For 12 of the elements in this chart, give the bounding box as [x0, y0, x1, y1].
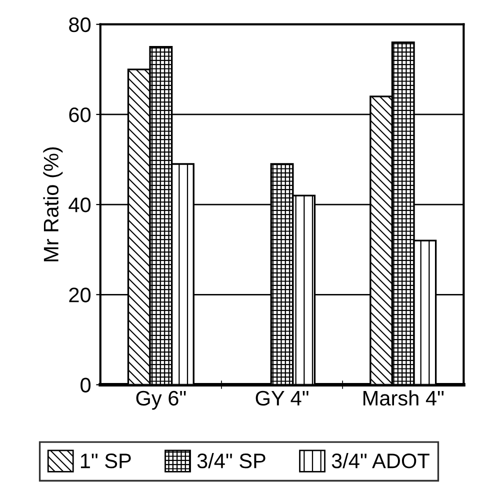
- legend-label: 3/4" ADOT: [332, 452, 430, 468]
- x-tick-label: Marsh 4": [364, 390, 444, 406]
- y-tick-label: 40: [68, 198, 91, 212]
- y-tick-label: 0: [80, 378, 91, 392]
- legend-label: 3/4" SP: [197, 452, 266, 468]
- x-tick-label: Gy 6": [136, 390, 186, 410]
- y-axis-title: Mr Ratio (%): [43, 147, 63, 262]
- x-tick-label: GY 4": [256, 390, 308, 406]
- y-tick-label: 80: [69, 17, 91, 32]
- y-tick-label: 20: [69, 288, 91, 302]
- y-tick-label: 60: [69, 107, 91, 122]
- legend-label: 1" SP: [80, 454, 131, 468]
